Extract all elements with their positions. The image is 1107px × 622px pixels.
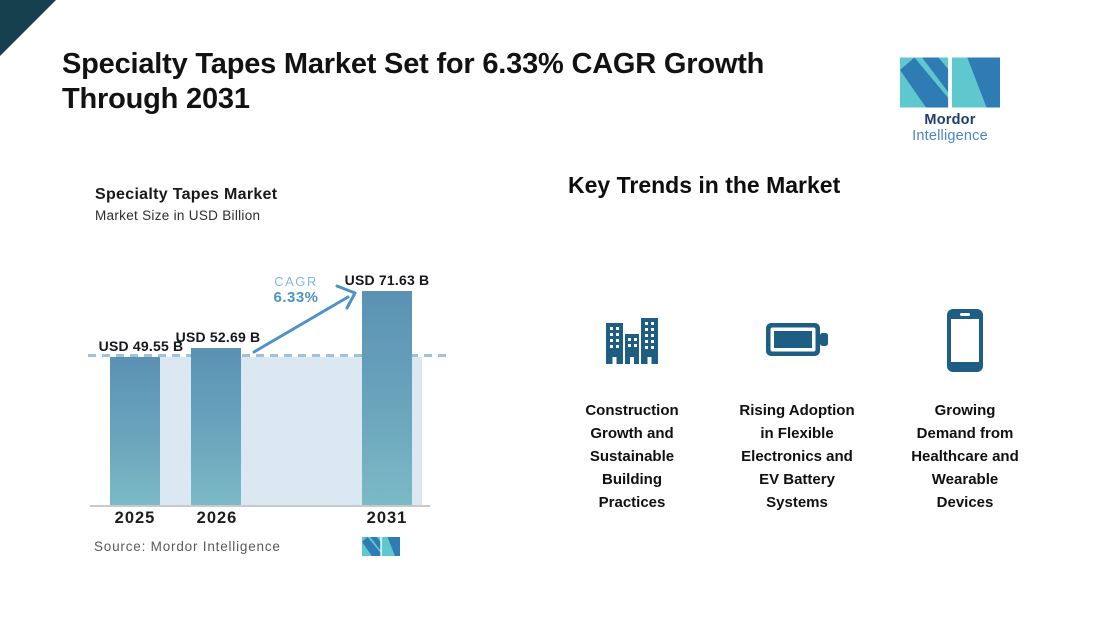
trend-line: Practices xyxy=(598,494,666,511)
battery-icon xyxy=(766,321,828,358)
bar-2025 xyxy=(110,357,160,506)
source-note: Source: Mordor Intelligence xyxy=(94,539,281,554)
trend-item-healthcare: Growing Demand from Healthcare and Weara… xyxy=(875,399,1055,514)
logo-wordmark-light: Intelligence xyxy=(912,128,988,144)
value-label-2031: USD 71.63 B xyxy=(344,272,430,288)
cagr-value: 6.33% xyxy=(273,289,319,306)
trends-heading: Key Trends in the Market xyxy=(568,172,841,198)
logo-wordmark: Mordor Intelligence xyxy=(888,112,1012,144)
brand-logo: Mordor Intelligence xyxy=(888,57,1012,144)
trend-line: Growth and xyxy=(590,425,674,442)
logo-wordmark-bold: Mordor xyxy=(924,112,976,128)
x-axis-line xyxy=(90,505,430,507)
year-label-2026: 2026 xyxy=(196,509,238,527)
smartphone-icon xyxy=(947,309,983,372)
trend-line: EV Battery xyxy=(759,471,835,488)
buildings-icon xyxy=(604,311,660,364)
mordor-logo-mark-icon xyxy=(900,57,1000,108)
trend-line: Demand from xyxy=(916,425,1014,442)
trend-line: Healthcare and xyxy=(911,448,1019,465)
growth-arrow-icon xyxy=(248,283,363,361)
bar-2031 xyxy=(362,291,412,506)
trend-line: Rising Adoption xyxy=(739,402,855,419)
value-label-2026: USD 52.69 B xyxy=(175,329,261,345)
trend-line: Devices xyxy=(936,494,994,511)
year-label-2031: 2031 xyxy=(366,509,408,527)
cagr-annotation: CAGR 6.33% xyxy=(273,274,318,306)
page-title: Specialty Tapes Market Set for 6.33% CAG… xyxy=(62,47,764,117)
trend-line: in Flexible xyxy=(760,425,834,442)
trend-line: Growing xyxy=(934,402,996,419)
trend-line: Systems xyxy=(766,494,828,511)
corner-accent-triangle xyxy=(0,0,56,56)
chart-title: Specialty Tapes Market xyxy=(95,186,278,203)
trend-line: Construction xyxy=(585,402,679,419)
trend-line: Building xyxy=(602,471,662,488)
chart-subtitle: Market Size in USD Billion xyxy=(95,208,261,223)
value-label-2025: USD 49.55 B xyxy=(98,338,184,354)
year-label-2025: 2025 xyxy=(114,509,156,527)
trend-line: Sustainable xyxy=(589,448,675,465)
page-title-line2: Through 2031 xyxy=(62,83,250,115)
page-title-line1: Specialty Tapes Market Set for 6.33% CAG… xyxy=(62,48,765,80)
cagr-label: CAGR xyxy=(274,274,318,289)
trend-item-electronics: Rising Adoption in Flexible Electronics … xyxy=(707,399,887,514)
reference-dashed-line xyxy=(88,354,446,357)
trend-item-construction: Construction Growth and Sustainable Buil… xyxy=(542,399,722,514)
bar-2026 xyxy=(191,347,241,506)
source-logo-icon xyxy=(362,537,400,561)
trend-line: Electronics and xyxy=(741,448,853,465)
trend-line: Wearable xyxy=(931,471,999,488)
